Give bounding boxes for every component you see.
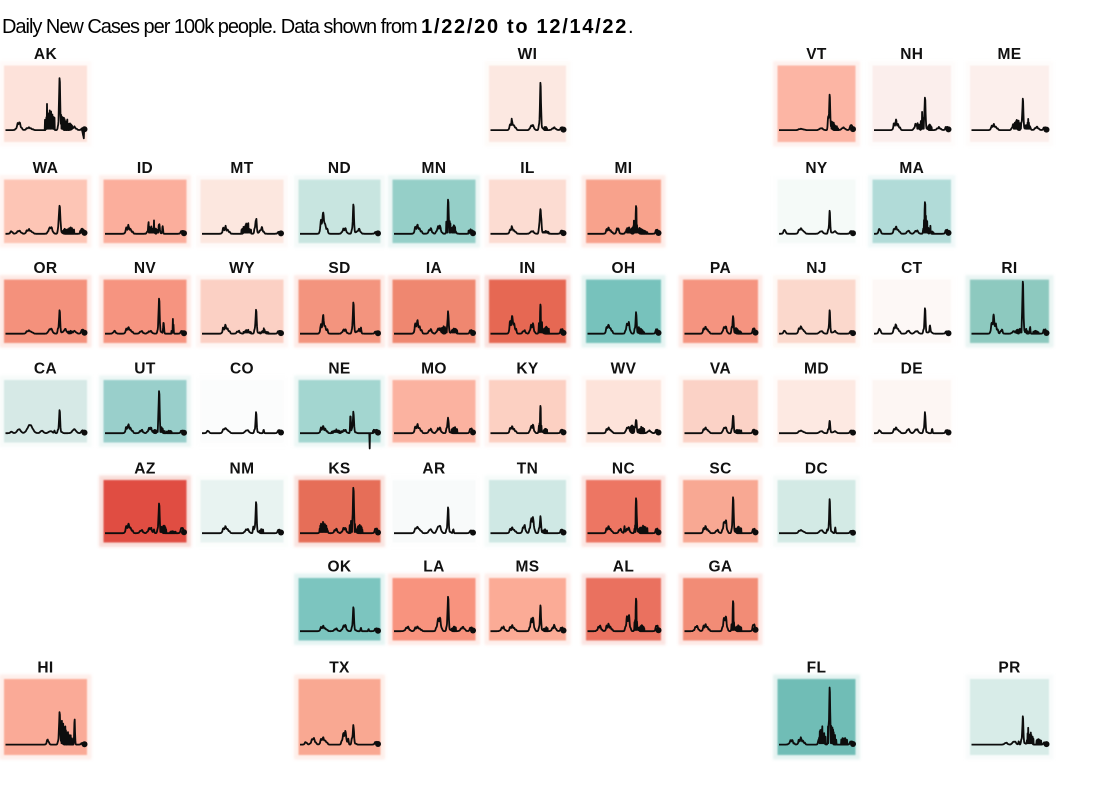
svg-text:ID: ID <box>137 160 153 177</box>
svg-text:MO: MO <box>421 361 447 378</box>
svg-text:IA: IA <box>426 260 442 277</box>
svg-text:AL: AL <box>613 559 634 576</box>
svg-text:IL: IL <box>520 160 535 177</box>
svg-text:MS: MS <box>515 559 539 576</box>
svg-text:FL: FL <box>807 660 827 677</box>
svg-text:WV: WV <box>611 361 637 378</box>
svg-text:CO: CO <box>230 361 254 378</box>
svg-text:VT: VT <box>806 46 827 63</box>
svg-text:NJ: NJ <box>806 260 827 277</box>
svg-text:SC: SC <box>709 461 731 478</box>
svg-text:TX: TX <box>329 660 350 677</box>
svg-text:MT: MT <box>230 160 253 177</box>
svg-text:VA: VA <box>710 361 731 378</box>
svg-text:TN: TN <box>517 461 538 478</box>
svg-text:MA: MA <box>899 160 924 177</box>
svg-text:DE: DE <box>901 361 923 378</box>
svg-text:NV: NV <box>134 260 157 277</box>
svg-text:WA: WA <box>33 160 59 177</box>
svg-text:SD: SD <box>328 260 350 277</box>
svg-text:AK: AK <box>34 46 58 63</box>
svg-text:NE: NE <box>328 361 350 378</box>
svg-text:CA: CA <box>34 361 57 378</box>
svg-text:ME: ME <box>997 46 1021 63</box>
svg-text:LA: LA <box>423 559 444 576</box>
svg-text:NY: NY <box>805 160 828 177</box>
svg-text:GA: GA <box>708 559 732 576</box>
svg-text:IN: IN <box>519 260 535 277</box>
svg-text:CT: CT <box>901 260 923 277</box>
svg-text:HI: HI <box>37 660 53 677</box>
svg-text:ND: ND <box>328 160 351 177</box>
svg-text:DC: DC <box>805 461 828 478</box>
svg-text:AR: AR <box>422 461 445 478</box>
svg-text:MI: MI <box>614 160 632 177</box>
svg-text:KY: KY <box>516 361 539 378</box>
svg-text:PA: PA <box>710 260 731 277</box>
svg-text:KS: KS <box>328 461 350 478</box>
svg-text:OR: OR <box>33 260 57 277</box>
svg-text:PR: PR <box>998 660 1020 677</box>
svg-text:RI: RI <box>1001 260 1017 277</box>
svg-text:OK: OK <box>327 559 351 576</box>
svg-text:MN: MN <box>422 160 447 177</box>
svg-text:Daily New Cases per 100k peopl: Daily New Cases per 100k people. Data sh… <box>2 16 634 38</box>
svg-text:NH: NH <box>900 46 923 63</box>
svg-text:OH: OH <box>611 260 635 277</box>
svg-text:NM: NM <box>230 461 255 478</box>
svg-text:WY: WY <box>229 260 255 277</box>
svg-text:NC: NC <box>612 461 635 478</box>
svg-text:UT: UT <box>134 361 156 378</box>
svg-text:WI: WI <box>518 46 538 63</box>
svg-text:MD: MD <box>804 361 829 378</box>
svg-text:AZ: AZ <box>134 461 156 478</box>
